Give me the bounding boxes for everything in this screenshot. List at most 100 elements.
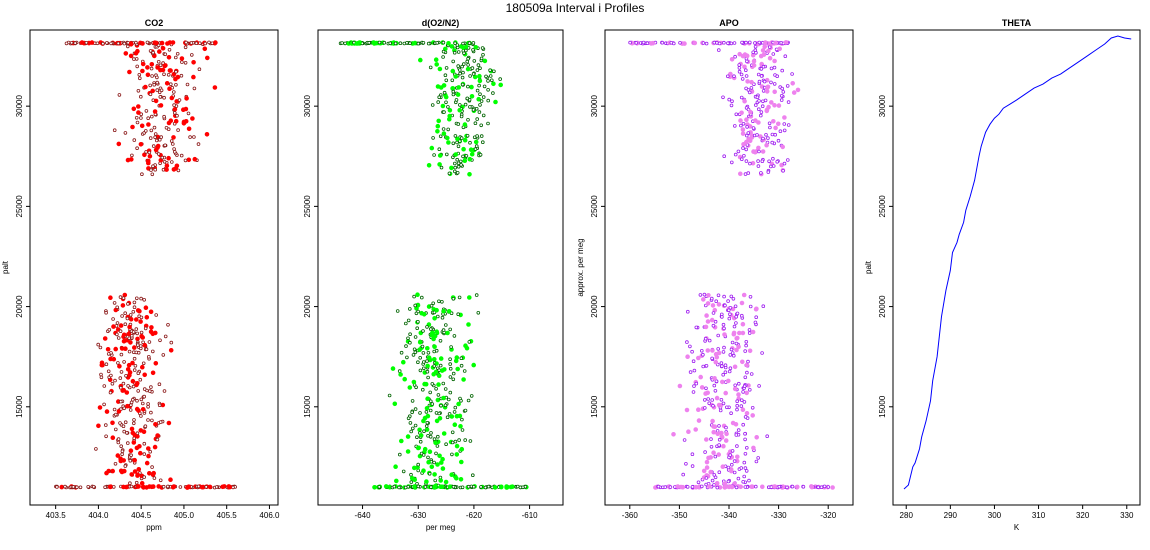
- data-point: [747, 40, 752, 45]
- data-point: [393, 478, 399, 484]
- data-point: [141, 361, 146, 366]
- data-point: [456, 144, 461, 149]
- data-point: [142, 297, 147, 302]
- data-point: [473, 44, 479, 50]
- data-point: [454, 98, 459, 102]
- x-tick-label: 403.5: [46, 511, 67, 520]
- data-point: [112, 301, 117, 305]
- y-tick-label: 20000: [15, 295, 24, 318]
- data-point: [457, 438, 461, 442]
- data-point: [425, 363, 430, 369]
- data-point: [152, 82, 157, 87]
- data-point: [174, 69, 178, 74]
- data-point: [456, 50, 461, 54]
- data-point: [435, 123, 441, 129]
- data-point: [145, 40, 150, 45]
- data-point: [684, 461, 688, 466]
- data-point: [465, 96, 470, 101]
- data-point: [469, 394, 474, 398]
- data-point: [504, 484, 509, 489]
- y-tick-label: 30000: [303, 94, 312, 117]
- data-point: [115, 305, 119, 310]
- data-point: [119, 444, 123, 449]
- data-point: [451, 377, 456, 382]
- data-point: [448, 357, 452, 362]
- data-point: [734, 341, 739, 346]
- data-point: [437, 453, 442, 459]
- data-point: [761, 52, 767, 57]
- data-point: [181, 107, 186, 112]
- data-point: [450, 430, 455, 435]
- data-point: [167, 40, 173, 45]
- data-point: [761, 89, 766, 93]
- data-point: [130, 360, 135, 366]
- data-point: [425, 369, 430, 374]
- data-point: [144, 347, 149, 352]
- data-point: [406, 318, 411, 323]
- data-point: [460, 428, 465, 432]
- data-point: [135, 120, 140, 125]
- data-point: [410, 410, 414, 415]
- data-point: [719, 379, 725, 385]
- data-point: [801, 484, 806, 489]
- data-point: [728, 71, 733, 77]
- data-point: [724, 425, 728, 430]
- data-point: [771, 156, 775, 161]
- data-point: [492, 69, 496, 74]
- data-point: [145, 72, 151, 78]
- data-point: [448, 366, 453, 371]
- data-point: [480, 46, 485, 50]
- data-point: [132, 457, 138, 463]
- data-point: [737, 66, 742, 70]
- x-tick-label: 310: [1032, 511, 1046, 520]
- data-point: [118, 456, 123, 462]
- panel-4: THETA 280 290 300 310 320 330 15000 20000 25000 30…: [864, 18, 1141, 532]
- data-point: [147, 150, 152, 155]
- data-point: [685, 340, 689, 344]
- data-point: [104, 423, 108, 427]
- data-point: [164, 81, 170, 86]
- data-point: [432, 315, 437, 321]
- data-point: [721, 350, 726, 354]
- data-point: [746, 359, 750, 364]
- data-point: [663, 485, 668, 489]
- data-point: [437, 147, 442, 152]
- data-point: [741, 479, 745, 484]
- data-point: [164, 163, 170, 169]
- data-point: [134, 327, 139, 331]
- data-point: [718, 408, 723, 413]
- data-point: [722, 154, 726, 159]
- data-point: [146, 418, 150, 422]
- data-point: [148, 83, 153, 88]
- data-point: [423, 485, 428, 489]
- data-point: [701, 352, 705, 357]
- data-point: [150, 172, 155, 177]
- data-point: [425, 325, 429, 329]
- data-point: [444, 78, 449, 83]
- data-point: [132, 345, 137, 350]
- main-title: 180509a Interval i Profiles: [506, 1, 645, 15]
- data-point: [94, 447, 98, 451]
- data-point: [413, 423, 418, 428]
- plot-frame: [892, 29, 1141, 506]
- data-point: [471, 108, 476, 112]
- data-point: [743, 485, 748, 489]
- data-point: [441, 131, 447, 136]
- data-point: [159, 40, 165, 46]
- data-point: [757, 40, 762, 45]
- data-point: [135, 336, 140, 342]
- data-point: [441, 395, 446, 401]
- data-point: [128, 53, 134, 59]
- data-point: [122, 41, 127, 46]
- data-point: [458, 159, 463, 164]
- data-point: [757, 79, 762, 84]
- data-point: [204, 132, 210, 137]
- data-point: [461, 62, 466, 66]
- data-point: [775, 74, 779, 78]
- data-point: [675, 484, 681, 489]
- data-point: [449, 44, 455, 49]
- data-point: [435, 444, 440, 448]
- data-point: [782, 128, 787, 133]
- data-point: [755, 95, 760, 100]
- data-point: [739, 398, 744, 403]
